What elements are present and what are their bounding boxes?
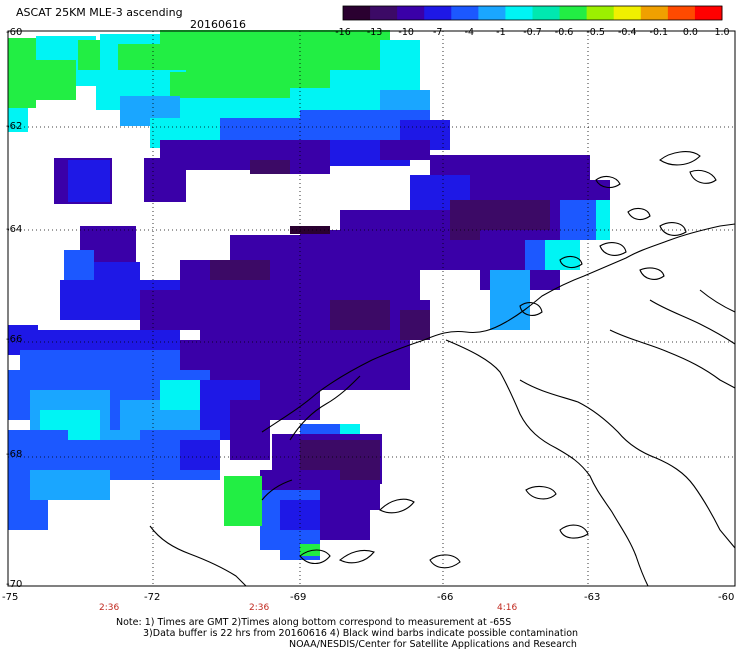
- lon-label: -69: [290, 592, 307, 603]
- lat-lon-grid: [8, 31, 735, 586]
- colorbar-label: -4: [464, 27, 475, 38]
- coast-line: [699, 289, 736, 313]
- data-cell: [330, 300, 390, 330]
- map-frame: [7, 30, 736, 587]
- lat-label: -62: [6, 121, 23, 132]
- coast-line: [599, 242, 627, 256]
- coast-line: [429, 554, 461, 569]
- colorbar-label: -13: [366, 27, 383, 38]
- data-cell: [596, 200, 610, 240]
- data-cells: [8, 30, 610, 560]
- colorbar-swatch: [532, 6, 561, 20]
- colorbar-swatch: [613, 6, 642, 20]
- coast-line: [261, 479, 293, 501]
- data-cell: [8, 108, 28, 132]
- data-cell: [330, 480, 380, 510]
- data-cell: [180, 440, 220, 470]
- data-cell: [224, 476, 262, 526]
- colorbar-label: -0.7: [523, 27, 542, 38]
- coast-line: [659, 222, 687, 236]
- coast-line: [525, 485, 557, 500]
- colorbar-swatch: [397, 6, 425, 20]
- data-cell: [144, 158, 186, 202]
- lat-label: -64: [6, 224, 23, 235]
- coast-line: [639, 267, 665, 280]
- data-cell: [8, 38, 36, 108]
- map-title: ASCAT 25KM MLE-3 ascending: [16, 6, 183, 19]
- lat-label: -70: [6, 579, 23, 590]
- data-cell: [68, 160, 110, 202]
- colorbar-label: -0.1: [649, 27, 669, 38]
- coastline: [149, 151, 736, 587]
- colorbar-label: -0.5: [586, 27, 605, 38]
- colorbar-label: -1: [496, 27, 506, 38]
- data-cell: [30, 470, 110, 500]
- colorbar-label: -0.6: [554, 27, 574, 38]
- colorbar-swatch: [505, 6, 533, 20]
- data-cell: [380, 140, 430, 160]
- note-line-3: NOAA/NESDIS/Center for Satellite Applica…: [289, 639, 577, 650]
- colorbar: [342, 5, 723, 21]
- lon-label: -72: [144, 592, 161, 603]
- colorbar-swatch: [640, 6, 669, 20]
- coast-line: [559, 524, 589, 539]
- colorbar-swatch: [370, 6, 398, 20]
- pass-time: 2:36: [249, 603, 270, 613]
- colorbar-label: -10: [398, 27, 414, 38]
- colorbar-swatch: [559, 6, 588, 20]
- data-cell: [200, 300, 430, 340]
- colorbar-swatch: [478, 6, 506, 20]
- colorbar-label: -7: [433, 27, 443, 38]
- lat-label: -66: [6, 334, 23, 345]
- colorbar-label: 1.0: [714, 27, 730, 38]
- data-cell: [540, 240, 580, 270]
- data-cell: [160, 380, 200, 410]
- data-cell: [400, 310, 430, 340]
- data-cell: [290, 226, 330, 234]
- lon-label: -60: [718, 592, 735, 603]
- coast-line: [689, 169, 717, 184]
- data-cell: [525, 240, 545, 270]
- data-cell: [250, 160, 290, 174]
- coast-line: [609, 329, 736, 389]
- lat-label: -68: [6, 449, 23, 460]
- coast-line: [379, 498, 415, 514]
- note-line-1: Note: 1) Times are GMT 2)Times along bot…: [116, 617, 512, 628]
- colorbar-swatch: [343, 6, 371, 20]
- data-cell: [210, 260, 270, 280]
- colorbar-swatch: [694, 6, 723, 20]
- coast-line: [289, 375, 361, 441]
- pass-time: 2:36: [99, 603, 120, 613]
- coast-line: [261, 223, 736, 433]
- colorbar-swatch: [586, 6, 615, 20]
- pass-time: 4:16: [497, 603, 518, 613]
- lon-label: -63: [584, 592, 601, 603]
- colorbar-label: -0.4: [617, 27, 637, 38]
- coast-line: [627, 207, 651, 221]
- data-cell: [490, 270, 530, 330]
- lon-label: -66: [437, 592, 454, 603]
- coast-line: [445, 339, 649, 587]
- data-cell: [36, 60, 76, 100]
- map-date: 20160616: [190, 18, 246, 31]
- colorbar-swatch: [424, 6, 452, 20]
- coast-line: [519, 302, 543, 316]
- colorbar-label: -16: [335, 27, 351, 38]
- note-line-2: 3)Data buffer is 22 hrs from 20160616 4)…: [143, 628, 579, 639]
- coast-line: [519, 379, 736, 549]
- coast-line: [659, 151, 701, 166]
- lat-label: -60: [6, 27, 23, 38]
- lon-label: -75: [2, 592, 19, 603]
- coast-line: [149, 525, 247, 587]
- coast-line: [649, 299, 736, 345]
- colorbar-label: 0.0: [682, 27, 698, 38]
- colorbar-swatch: [667, 6, 696, 20]
- coast-line: [299, 549, 331, 565]
- coast-line: [559, 255, 583, 269]
- data-cell: [340, 424, 360, 436]
- coast-line: [595, 175, 621, 189]
- coast-line: [338, 549, 375, 564]
- colorbar-swatch: [451, 6, 479, 20]
